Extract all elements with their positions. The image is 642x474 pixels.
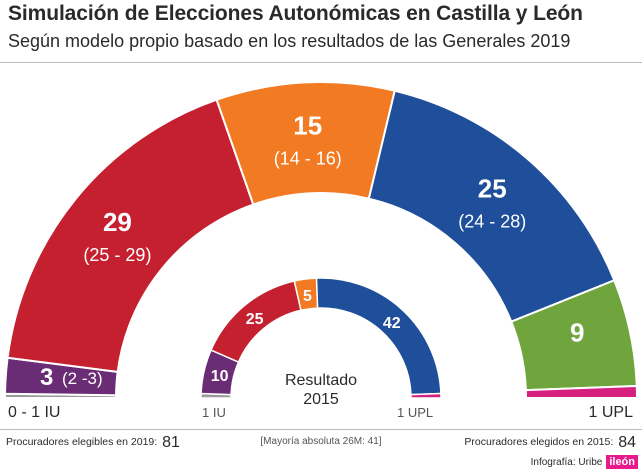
hemicycle-chart: 3 (2 -3) 29 (25 - 29) 15 (14 - 16) 25 (24 - 28)… (3, 81, 639, 408)
elegidos-2015: Procuradores elegidos en 2015: 84 (464, 434, 636, 452)
header-divider (0, 62, 642, 63)
footer-divider (0, 429, 642, 430)
res-segment-upl (410, 392, 442, 399)
credit: Infografía: Uribe ileón (531, 455, 638, 469)
res-seats-pp: 42 (383, 315, 401, 332)
sim-seats-pp: 25 (478, 174, 507, 204)
elegibles-2019: Procuradores elegibles en 2019: 81 (6, 434, 180, 452)
sim-range-podemos: (14 - 16) (274, 148, 342, 168)
elegibles-value: 81 (162, 434, 180, 451)
sim-segment-pp (367, 89, 616, 323)
res-seats-podemos: 5 (303, 288, 312, 305)
res-seats-cs: 10 (211, 368, 229, 385)
credit-text: Infografía: Uribe (530, 457, 603, 468)
sim-segment-upl (524, 384, 639, 399)
elegibles-label: Procuradores elegibles en 2019: (6, 436, 158, 448)
inner-right-label: 1 UPL (397, 405, 434, 420)
elegidos-label: Procuradores elegidos en 2015: (464, 436, 614, 448)
elegidos-value: 84 (618, 434, 636, 451)
sim-range-cs: (2 -3) (62, 369, 103, 388)
page-subtitle: Según modelo propio basado en los result… (8, 31, 571, 51)
page-title: Simulación de Elecciones Autonómicas en … (8, 2, 583, 25)
majority-note: [Mayoría absoluta 26M: 41] (260, 436, 382, 447)
center-label-line1: Resultado (285, 372, 357, 389)
inner-left-label: 1 IU (202, 405, 226, 420)
sim-seats-podemos: 15 (293, 110, 322, 140)
outer-left-label: 0 - 1 IU (8, 404, 61, 421)
ileon-logo: ileón (606, 455, 638, 469)
sim-range-pp: (24 - 28) (458, 212, 526, 232)
sim-seats-psoe: 29 (103, 207, 132, 237)
sim-seats-cs: 3 (40, 364, 53, 391)
center-label-line2: 2015 (303, 391, 339, 408)
sim-range-psoe: (25 - 29) (83, 245, 151, 265)
outer-right-label: 1 UPL (588, 404, 633, 421)
res-seats-psoe: 25 (246, 311, 264, 328)
sim-seats-vox: 9 (570, 317, 584, 347)
